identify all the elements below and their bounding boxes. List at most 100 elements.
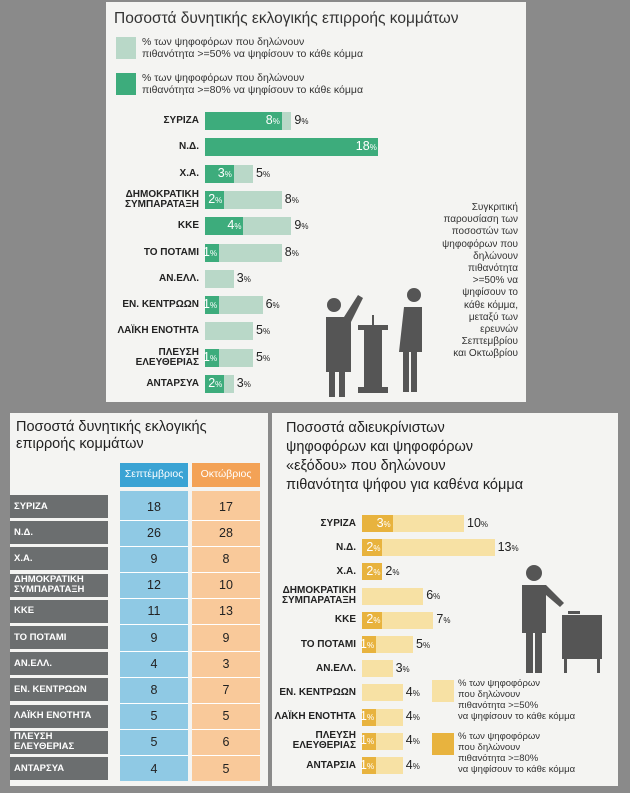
table-title: Ποσοστά δυνητικής εκλογικής επιρροής κομ… — [16, 419, 207, 452]
value-label-dark: 1% — [203, 297, 218, 312]
bar-dark — [205, 112, 282, 130]
value-label-light: 5% — [256, 323, 271, 338]
bar-dark — [362, 611, 383, 629]
value-label-dark: 2% — [366, 612, 381, 627]
value-label-light: 10% — [467, 515, 489, 530]
value-label-dark: 18% — [355, 139, 377, 154]
value-label-light: 4% — [405, 684, 420, 699]
value-label-dark: 4% — [227, 218, 242, 233]
col-header-september: Σεπτέμβριος — [120, 463, 188, 487]
table-row-label: ΣΥΡΙΖΑ — [10, 495, 108, 518]
table-row-divider — [192, 676, 260, 678]
bar-light — [205, 322, 253, 341]
legend3-light-swatch — [432, 680, 454, 702]
table-row-divider — [120, 650, 188, 652]
value-label-light: 5% — [256, 165, 271, 180]
chart1-note: Συγκριτική παρουσίαση των ποσοστών των ψηφο… — [442, 202, 518, 360]
bar-dark — [362, 515, 393, 532]
value-label-light: 8% — [284, 191, 299, 206]
table-cell-october: 5 — [222, 709, 230, 724]
bar-dark — [362, 757, 376, 774]
bar-dark — [205, 190, 225, 209]
table-cell-september: 11 — [147, 604, 161, 619]
value-label-dark: 2% — [366, 539, 381, 554]
table-row-label: ΤΟ ΠΟΤΑΜΙ — [10, 626, 108, 649]
value-label-light: 4% — [405, 757, 420, 772]
value-label-dark: 1% — [203, 244, 218, 259]
bar-dark — [205, 217, 244, 236]
value-label-light: 9% — [294, 218, 309, 233]
bar-light — [205, 296, 263, 315]
bar-light — [205, 190, 282, 209]
table-cell-october: 6 — [222, 735, 230, 750]
bar-light — [362, 539, 495, 557]
table-row-label: ΠΛΕΥΣΗ ΕΛΕΥΘΕΡΙΑΣ — [10, 730, 108, 754]
table-row-divider — [192, 729, 260, 731]
value-label-light: 4% — [405, 709, 420, 724]
value-label-light: 4% — [405, 733, 420, 748]
category-label: ΑΝΤΑΡΣΥΑ — [146, 378, 199, 389]
value-label-dark: 2% — [366, 563, 381, 578]
table-cell-september: 8 — [150, 682, 158, 697]
category-label: ΕΝ. ΚΕΝΤΡΩΩΝ — [279, 686, 356, 698]
category-label: ΔΗΜΟΚΡΑΤΙΚΗ ΣΥΜΠΑΡΑΤΑΞΗ — [124, 188, 199, 210]
table-row-divider — [192, 571, 260, 573]
table-cell-october: 9 — [222, 630, 230, 645]
table-cell-october: 8 — [222, 551, 230, 566]
category-label: ΑΝ.ΕΛΛ. — [315, 662, 356, 674]
table-row-divider — [192, 624, 260, 626]
category-label: ΔΗΜΟΚΡΑΤΙΚΗ ΣΥΜΠΑΡΑΤΑΞΗ — [281, 585, 356, 607]
table-cell-october: 10 — [219, 578, 233, 593]
table-row-label: ΑΝΤΑΡΣΥΑ — [10, 757, 108, 780]
value-label-light: 8% — [284, 244, 299, 259]
table-row-label: ΑΝ.ΕΛΛ. — [10, 652, 108, 676]
value-label-light: 7% — [436, 612, 451, 627]
category-label: ΑΝΤΑΡΣΙΑ — [306, 759, 356, 771]
value-label-light: 2% — [385, 563, 400, 578]
category-label: ΛΑΪΚΗ ΕΝΟΤΗΤΑ — [117, 325, 199, 337]
value-label-light: 3% — [236, 376, 251, 390]
bar-dark — [362, 732, 376, 750]
value-label-dark: 1% — [360, 636, 375, 651]
table-row-label: Ν.Δ. — [10, 521, 108, 545]
bar-dark — [205, 375, 225, 393]
bar-dark — [205, 243, 219, 262]
value-label-light: 5% — [416, 636, 431, 651]
bar-light — [205, 269, 234, 288]
chart1-title: Ποσοστά δυνητικής εκλογικής επιρροής κομ… — [114, 10, 459, 27]
bar-light — [362, 587, 424, 605]
category-label: Ν.Δ. — [179, 141, 199, 153]
table-row-divider — [120, 519, 188, 521]
table-row-divider — [120, 755, 188, 757]
table-cell-september: 9 — [150, 551, 158, 566]
table-row-divider — [120, 729, 188, 731]
category-label: ΕΝ. ΚΕΝΤΡΩΩΝ — [122, 299, 199, 311]
table-cell-september: 4 — [150, 656, 158, 671]
table-cell-october: 28 — [219, 525, 233, 540]
value-label-light: 3% — [236, 270, 251, 285]
table-row-divider — [192, 545, 260, 547]
table-cell-september: 5 — [150, 735, 158, 750]
value-label-dark: 1% — [360, 733, 375, 748]
table-row-divider — [120, 702, 188, 704]
col-bg-october — [192, 491, 260, 781]
table-row-divider — [120, 545, 188, 547]
table-row-divider — [192, 519, 260, 521]
value-label-light: 6% — [426, 588, 441, 603]
influence-chart-panel: Ποσοστά δυνητικής εκλογικής επιρροής κομ… — [106, 2, 526, 402]
table-row-label: ΕΝ. ΚΕΝΤΡΩΩΝ — [10, 678, 108, 702]
bar-light — [362, 684, 403, 702]
value-label-dark: 1% — [203, 349, 218, 364]
chart3-title: Ποσοστά αδιευκρίνιστων ψηφοφόρων και ψηφ… — [286, 420, 524, 493]
category-label: ΤΟ ΠΟΤΑΜΙ — [300, 638, 356, 650]
category-label: ΛΑΪΚΗ ΕΝΟΤΗΤΑ — [274, 711, 356, 723]
table-row-label: Χ.Α. — [10, 547, 108, 571]
value-label-light: 6% — [265, 297, 280, 312]
voter-ballot-icon — [522, 565, 602, 673]
table-row-divider — [192, 598, 260, 600]
value-label-light: 9% — [294, 113, 309, 127]
table-row-divider — [120, 624, 188, 626]
value-label-dark: 1% — [360, 709, 375, 724]
bar-dark — [205, 296, 219, 315]
category-label: ΤΟ ΠΟΤΑΜΙ — [143, 246, 199, 258]
